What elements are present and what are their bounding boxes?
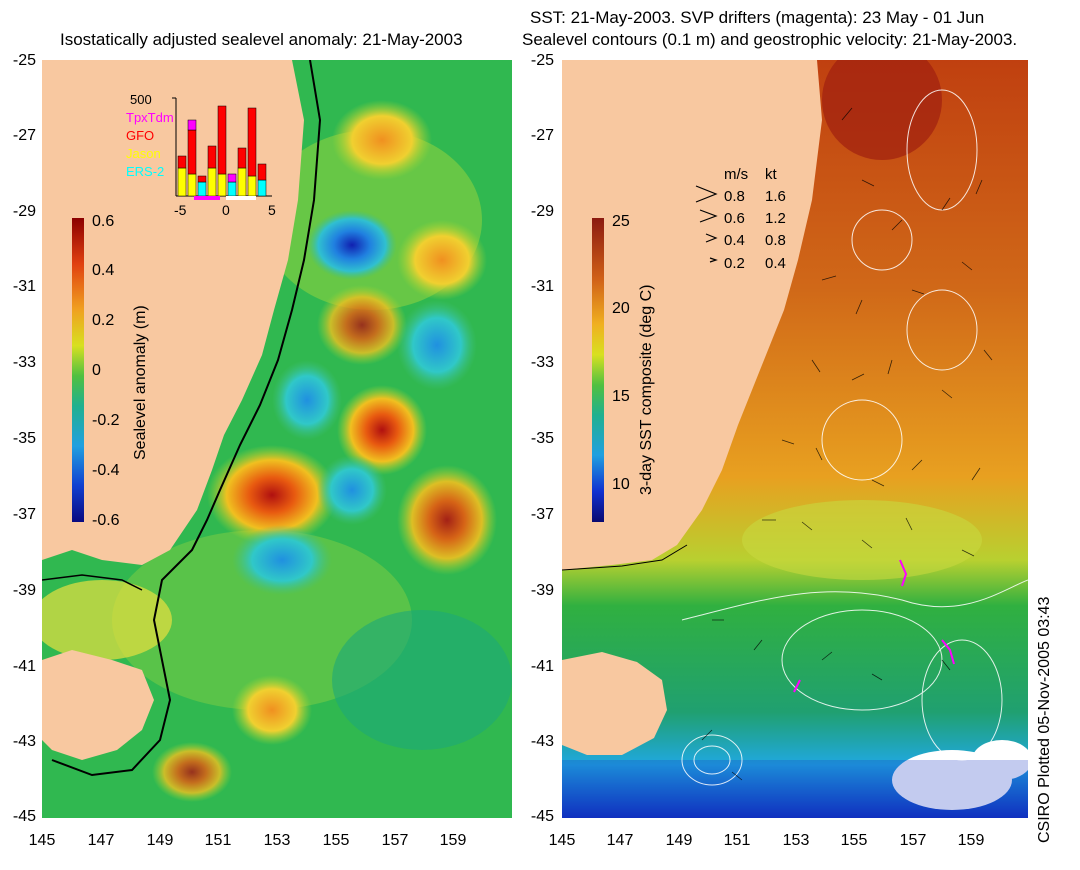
y-tick: -25 xyxy=(530,52,554,69)
y-tick: -39 xyxy=(12,582,36,599)
speed-arrows xyxy=(695,185,718,263)
inset-top-value: 500 xyxy=(130,92,152,107)
x-tick: 151 xyxy=(723,832,751,849)
speed-header-ms: m/s xyxy=(724,166,749,183)
x-tick: 147 xyxy=(87,832,115,849)
colorbar-tick: 10 xyxy=(612,476,630,493)
colorbar-tick: 20 xyxy=(612,300,630,317)
y-tick: -27 xyxy=(12,127,36,144)
y-tick: -45 xyxy=(530,808,554,825)
x-tick: 145 xyxy=(28,832,56,849)
legend-tpxtdm: TpxTdm xyxy=(126,110,174,125)
y-tick: -41 xyxy=(530,658,554,675)
y-tick: -33 xyxy=(530,354,554,371)
inset-bars xyxy=(177,105,267,197)
y-tick: -35 xyxy=(530,430,554,447)
legend-ers2: ERS-2 xyxy=(126,164,165,179)
colorbar-tick: 0.6 xyxy=(92,213,115,230)
inset-x-tick: 5 xyxy=(268,202,276,218)
x-tick: 153 xyxy=(782,832,810,849)
plot-credit: CSIRO Plotted 05-Nov-2005 03:43 xyxy=(1036,596,1053,843)
y-tick: -37 xyxy=(12,506,36,523)
y-tick: -29 xyxy=(530,203,554,220)
right-panel-title-line2: Sealevel contours (0.1 m) and geostrophi… xyxy=(522,30,1018,49)
legend-jason: Jason xyxy=(126,146,161,161)
colorbar-tick: 0.2 xyxy=(92,312,115,329)
y-tick: -37 xyxy=(530,506,554,523)
colorbar-tick: -0.6 xyxy=(92,512,120,529)
y-tick: -45 xyxy=(12,808,36,825)
x-tick: 157 xyxy=(381,832,409,849)
x-tick: 155 xyxy=(322,832,350,849)
right-panel-title-line1: SST: 21-May-2003. SVP drifters (magenta)… xyxy=(530,8,985,27)
colorbar-title: 3-day SST composite (deg C) xyxy=(638,284,655,495)
y-tick: -39 xyxy=(530,582,554,599)
x-tick: 159 xyxy=(439,832,467,849)
x-tick: 145 xyxy=(548,832,576,849)
y-tick: -43 xyxy=(12,733,36,750)
y-tick: -31 xyxy=(12,278,36,295)
x-tick: 155 xyxy=(840,832,868,849)
speed-header-kt: kt xyxy=(765,166,777,183)
y-tick: -41 xyxy=(12,658,36,675)
inset-x-tick: -5 xyxy=(174,202,187,218)
speed-kt-value: 0.4 xyxy=(765,255,786,272)
inset-histogram xyxy=(172,97,272,200)
x-tick: 153 xyxy=(263,832,291,849)
y-tick: -33 xyxy=(12,354,36,371)
colorbar-title: Sealevel anomaly (m) xyxy=(132,305,149,460)
speed-ms-value: 0.6 xyxy=(724,210,745,227)
y-tick: -29 xyxy=(12,203,36,220)
sst-colorbar xyxy=(592,218,604,522)
x-tick: 151 xyxy=(204,832,232,849)
legend-gfo: GFO xyxy=(126,128,155,143)
y-tick: -25 xyxy=(12,52,36,69)
x-tick: 159 xyxy=(957,832,985,849)
colorbar-tick: 0 xyxy=(92,362,101,379)
colorbar-tick: 15 xyxy=(612,388,630,405)
colorbar-tick: -0.4 xyxy=(92,462,120,479)
speed-kt-value: 0.8 xyxy=(765,232,786,249)
y-tick: -27 xyxy=(530,127,554,144)
inset-x-tick: 0 xyxy=(222,202,230,218)
speed-kt-value: 1.2 xyxy=(765,210,786,227)
colorbar-tick: 25 xyxy=(612,213,630,230)
speed-kt-value: 1.6 xyxy=(765,188,786,205)
speed-ms-value: 0.2 xyxy=(724,255,745,272)
sealevel-anomaly-map xyxy=(42,60,512,818)
sealevel-colorbar xyxy=(72,218,84,522)
y-tick: -43 xyxy=(530,733,554,750)
x-tick: 157 xyxy=(899,832,927,849)
x-tick: 149 xyxy=(146,832,174,849)
speed-ms-value: 0.4 xyxy=(724,232,745,249)
colorbar-tick: 0.4 xyxy=(92,262,115,279)
sst-map xyxy=(562,60,1028,818)
x-tick: 147 xyxy=(606,832,634,849)
y-tick: -35 xyxy=(12,430,36,447)
colorbar-tick: -0.2 xyxy=(92,412,120,429)
y-tick: -31 xyxy=(530,278,554,295)
speed-ms-value: 0.8 xyxy=(724,188,745,205)
x-tick: 149 xyxy=(665,832,693,849)
left-panel-title: Isostatically adjusted sealevel anomaly:… xyxy=(60,30,463,49)
